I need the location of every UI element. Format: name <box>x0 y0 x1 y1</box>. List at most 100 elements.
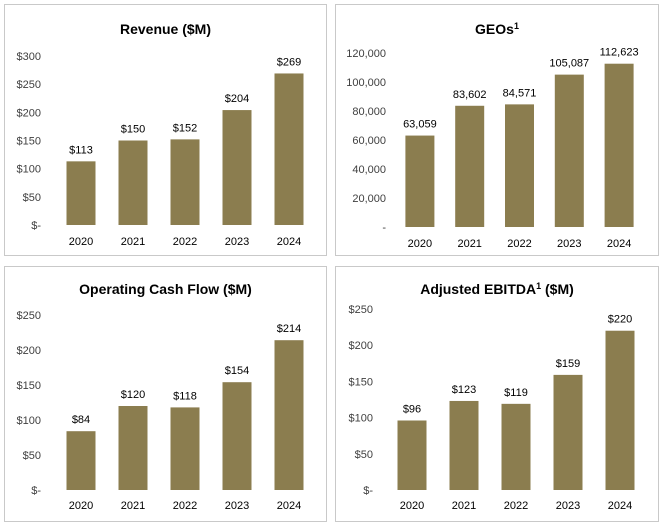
geos-y-tick-label: 20,000 <box>352 193 386 205</box>
adjusted-ebitda-y-tick-label: $100 <box>349 413 373 425</box>
geos-title-superscript: 1 <box>514 21 519 31</box>
geos-data-label: 105,087 <box>549 58 589 70</box>
adjusted-ebitda-bar-2021 <box>449 400 479 490</box>
geos-y-tick-label: - <box>382 222 386 234</box>
operating-cash-flow-y-tick-label: $50 <box>23 450 41 462</box>
geos-bar-2022 <box>505 104 534 227</box>
revenue-bar-2021 <box>118 140 148 225</box>
operating-cash-flow-x-tick-label: 2022 <box>173 500 197 512</box>
geos-data-label: 63,059 <box>403 119 437 131</box>
operating-cash-flow-bar-2020 <box>66 431 96 490</box>
geos-chart-title: GEOs1 <box>475 21 519 37</box>
revenue-chart-title: Revenue ($M) <box>120 21 211 37</box>
revenue-x-tick-label: 2021 <box>121 236 145 248</box>
operating-cash-flow-data-label: $120 <box>121 389 145 401</box>
revenue-data-label: $152 <box>173 122 197 134</box>
adjusted-ebitda-data-label: $220 <box>608 314 632 326</box>
adjusted-ebitda-y-tick-label: $200 <box>349 340 373 352</box>
operating-cash-flow-bar-2023 <box>222 382 252 490</box>
geos-y-tick-label: 40,000 <box>352 164 386 176</box>
revenue-y-tick-label: $- <box>31 220 41 232</box>
adjusted-ebitda-x-tick-label: 2021 <box>452 500 476 512</box>
adjusted-ebitda-data-label: $119 <box>504 387 528 399</box>
revenue-bar-2022 <box>170 139 200 225</box>
geos-x-tick-label: 2024 <box>607 238 631 250</box>
adjusted-ebitda-bar-2022 <box>501 403 531 490</box>
revenue-y-tick-label: $250 <box>17 79 41 91</box>
revenue-y-tick-label: $100 <box>17 164 41 176</box>
operating-cash-flow-data-label: $84 <box>72 414 90 426</box>
adjusted-ebitda-x-tick-label: 2024 <box>608 500 632 512</box>
revenue-bar-2024 <box>274 73 304 225</box>
revenue-x-tick-label: 2024 <box>277 236 301 248</box>
operating-cash-flow-bar-2024 <box>274 340 304 490</box>
adjusted-ebitda-data-label: $159 <box>556 358 580 370</box>
adjusted-ebitda-y-tick-label: $250 <box>349 304 373 316</box>
operating-cash-flow-data-label: $214 <box>277 323 301 335</box>
adjusted-ebitda-data-label: $123 <box>452 384 476 396</box>
revenue-bar-2023 <box>222 110 252 225</box>
revenue-y-tick-label: $200 <box>17 107 41 119</box>
operating-cash-flow-x-tick-label: 2024 <box>277 500 301 512</box>
adjusted-ebitda-x-tick-label: 2020 <box>400 500 424 512</box>
revenue-y-tick-label: $150 <box>17 136 41 148</box>
operating-cash-flow-chart: Operating Cash Flow ($M) $- $50 $100 $150 $20… <box>17 281 304 512</box>
operating-cash-flow-data-label: $154 <box>225 365 249 377</box>
operating-cash-flow-y-tick-label: $250 <box>17 310 41 322</box>
revenue-data-label: $150 <box>121 124 145 136</box>
operating-cash-flow-y-tick-label: $- <box>31 485 41 497</box>
adjusted-ebitda-data-label: $96 <box>403 403 421 415</box>
operating-cash-flow-chart-panel: Operating Cash Flow ($M) $- $50 $100 $150 $20… <box>4 266 327 522</box>
geos-data-label: 112,623 <box>600 47 639 59</box>
revenue-x-tick-label: 2020 <box>69 236 93 248</box>
adjusted-ebitda-y-tick-label: $150 <box>349 376 373 388</box>
revenue-x-tick-label: 2022 <box>173 236 197 248</box>
geos-x-tick-label: 2022 <box>507 238 531 250</box>
geos-data-label: 84,571 <box>503 87 537 99</box>
adjusted-ebitda-chart: Adjusted EBITDA1 ($M) $- $50 $100 $150 $200 $2… <box>349 281 635 512</box>
adjusted-ebitda-y-tick-label: $50 <box>355 449 373 461</box>
revenue-data-label: $269 <box>277 56 301 68</box>
operating-cash-flow-data-label: $118 <box>173 390 197 402</box>
geos-bar-2023 <box>554 74 584 228</box>
operating-cash-flow-x-tick-label: 2021 <box>121 500 145 512</box>
adjusted-ebitda-bar-2024 <box>605 330 635 490</box>
adjusted-ebitda-y-tick-label: $- <box>363 485 373 497</box>
geos-bar-2020 <box>405 135 435 227</box>
operating-cash-flow-x-tick-label: 2023 <box>225 500 249 512</box>
geos-x-tick-label: 2023 <box>557 238 581 250</box>
revenue-data-label: $204 <box>225 93 249 105</box>
revenue-bar-2020 <box>66 161 96 225</box>
adjusted-ebitda-bar-2023 <box>553 374 583 490</box>
revenue-chart: Revenue ($M) $- $50 $100 $150 $200 $250 $300 $11… <box>17 21 304 248</box>
revenue-chart-panel: Revenue ($M) $- $50 $100 $150 $200 $250 $300 $11… <box>4 4 327 256</box>
revenue-y-tick-label: $50 <box>23 192 41 204</box>
geos-y-tick-label: 80,000 <box>352 106 386 118</box>
geos-bar-2024 <box>604 63 634 227</box>
adjusted-ebitda-bar-2020 <box>397 420 427 490</box>
geos-y-tick-label: 60,000 <box>352 135 386 147</box>
geos-chart-panel: GEOs1-20,000 40,000 60,000 80,000 100,000 120… <box>335 4 659 256</box>
geos-x-tick-label: 2020 <box>408 238 432 250</box>
geos-chart: GEOs1-20,00040,00060,00080,000100,000120… <box>346 21 639 250</box>
geos-x-tick-label: 2021 <box>457 238 481 250</box>
revenue-y-tick-label: $300 <box>17 51 41 63</box>
adjusted-ebitda-x-tick-label: 2022 <box>504 500 528 512</box>
operating-cash-flow-bar-2021 <box>118 406 148 490</box>
operating-cash-flow-y-tick-label: $200 <box>17 345 41 357</box>
geos-y-tick-label: 120,000 <box>346 48 386 60</box>
operating-cash-flow-y-tick-label: $100 <box>17 415 41 427</box>
geos-data-label: 83,602 <box>453 89 487 101</box>
adjusted-ebitda-chart-title: Adjusted EBITDA1 ($M) <box>420 281 574 297</box>
adjusted-ebitda-chart-panel: Adjusted EBITDA1 ($M) $- $50 $100 $150 $200 $2… <box>335 266 659 522</box>
operating-cash-flow-x-tick-label: 2020 <box>69 500 93 512</box>
operating-cash-flow-chart-title: Operating Cash Flow ($M) <box>79 281 252 297</box>
operating-cash-flow-y-tick-label: $150 <box>17 380 41 392</box>
revenue-x-tick-label: 2023 <box>225 236 249 248</box>
adjusted-ebitda-title-suffix: ($M) <box>541 281 574 297</box>
geos-y-tick-label: 100,000 <box>346 77 386 89</box>
adjusted-ebitda-title-superscript: 1 <box>536 281 541 291</box>
geos-bar-2021 <box>455 105 485 227</box>
adjusted-ebitda-x-tick-label: 2023 <box>556 500 580 512</box>
revenue-data-label: $113 <box>69 144 93 156</box>
